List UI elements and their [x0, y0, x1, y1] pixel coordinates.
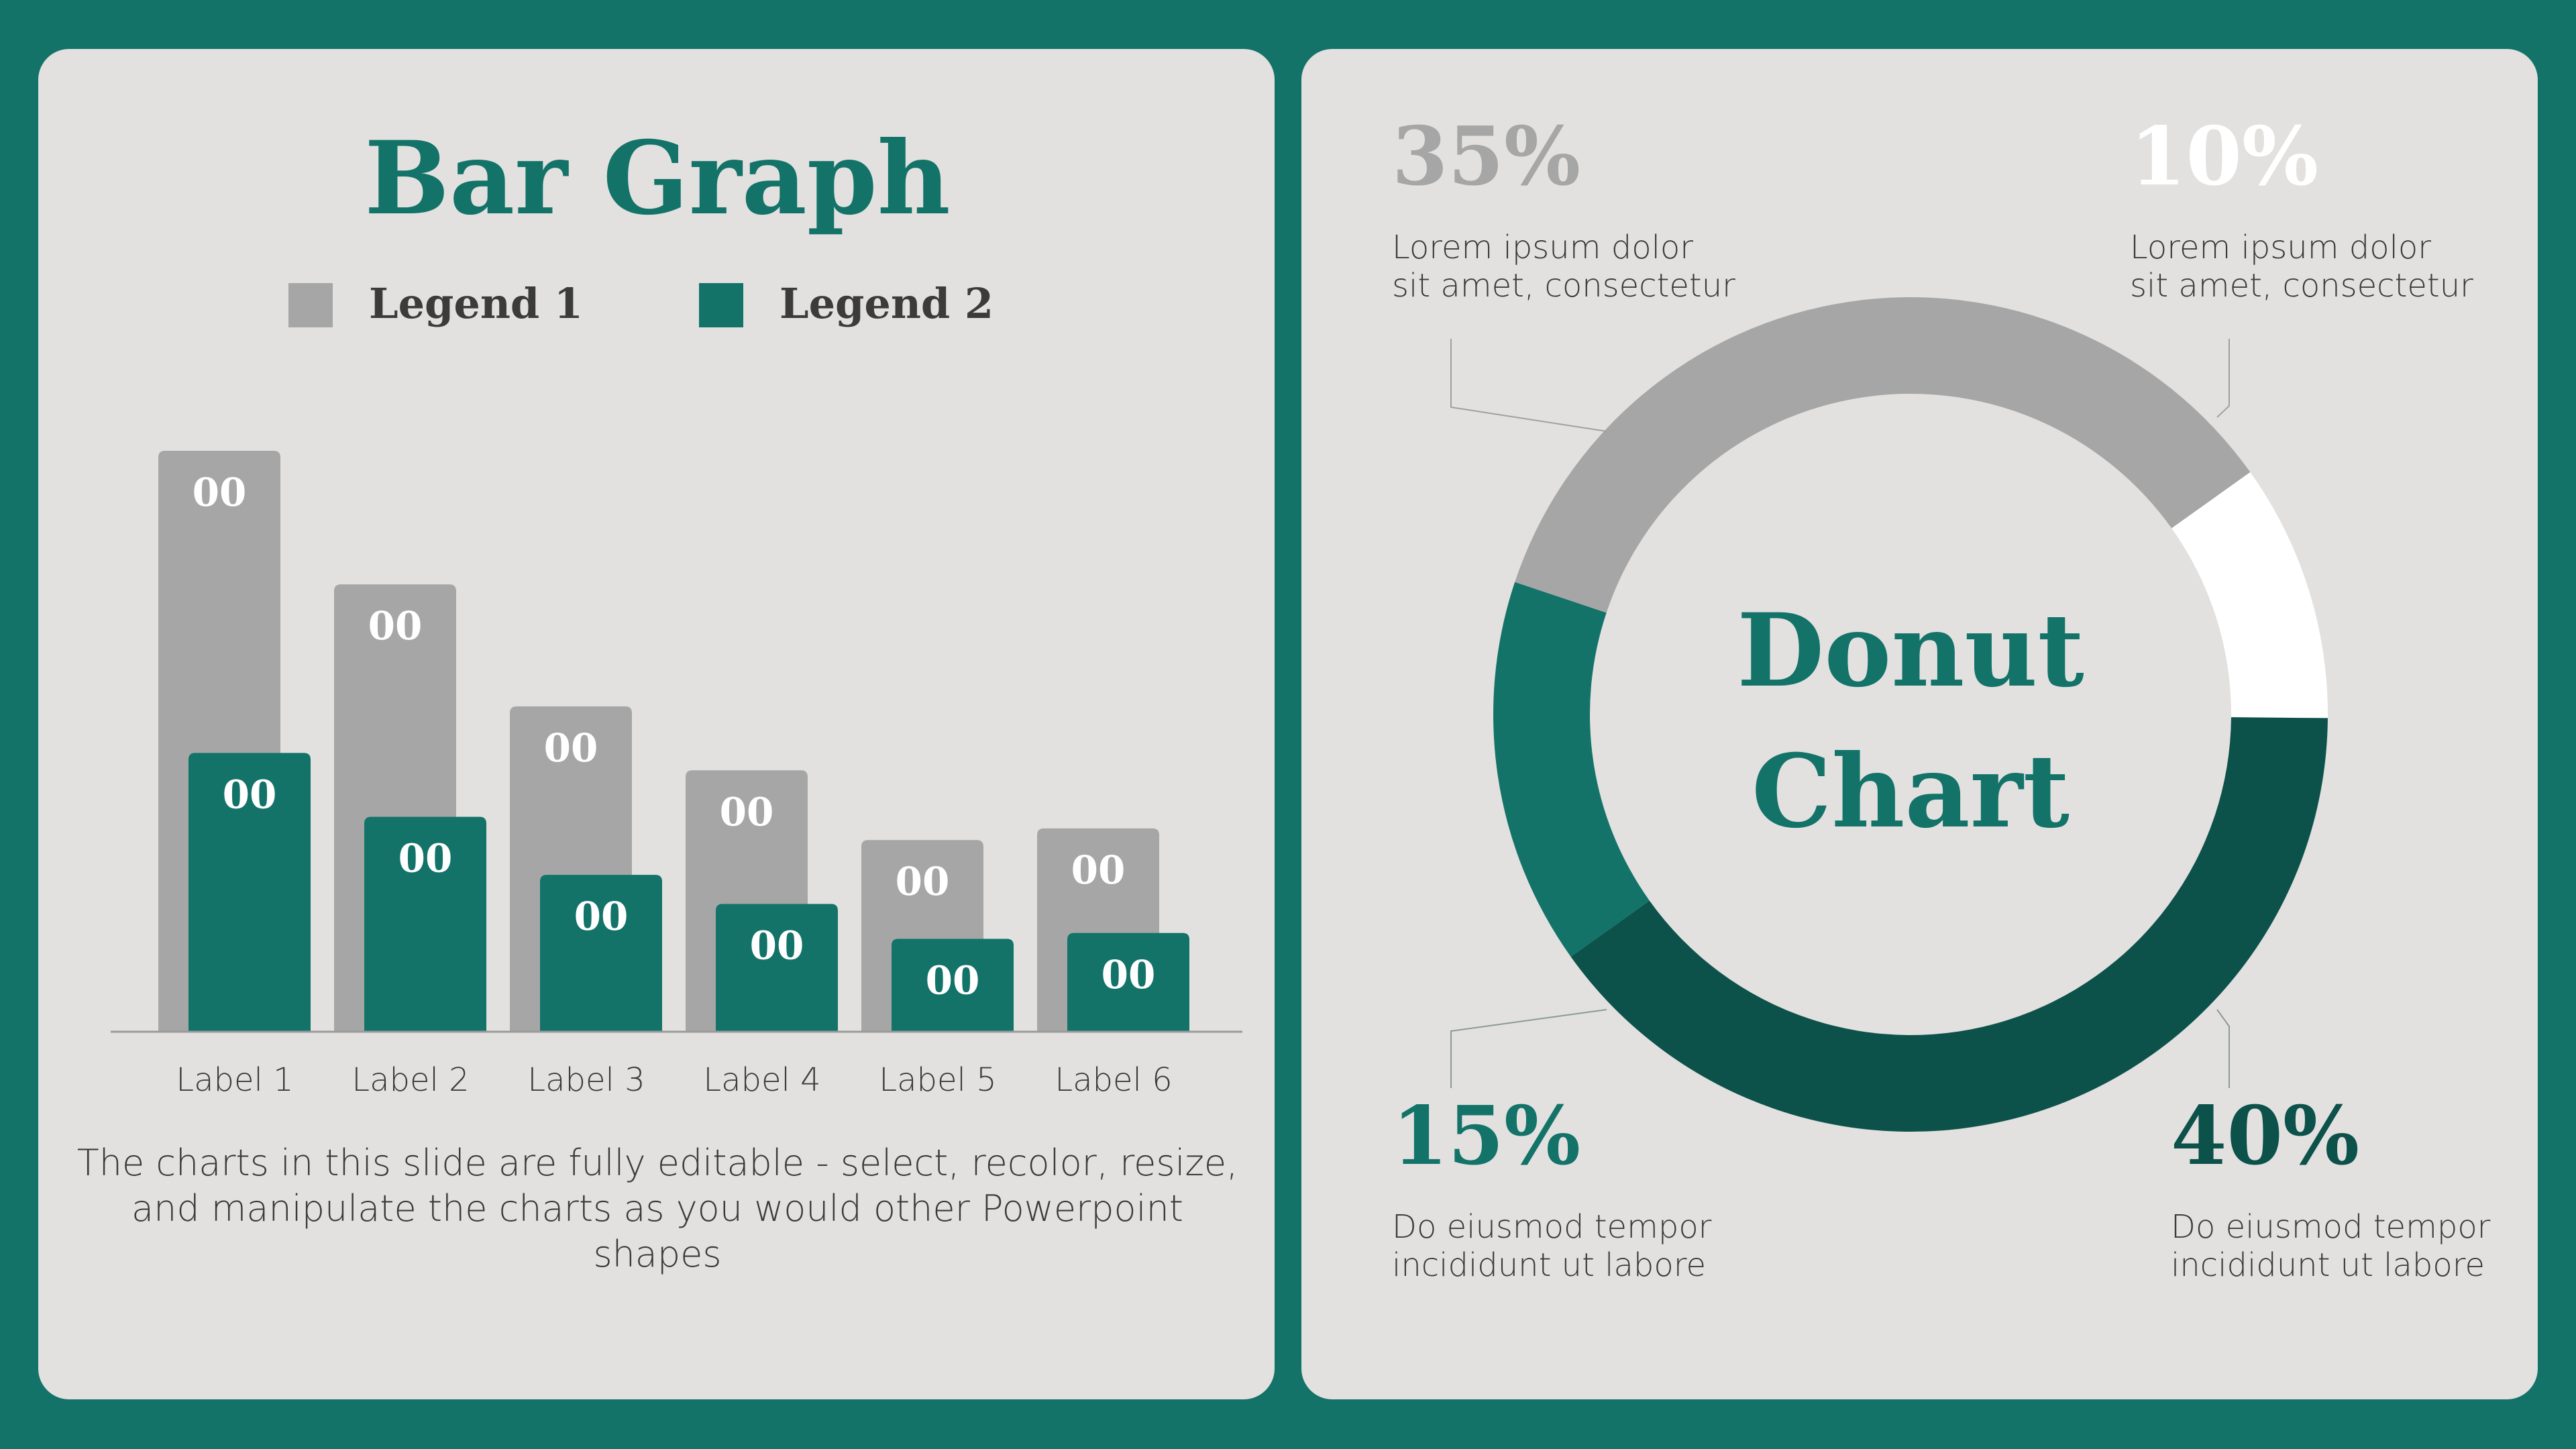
callout-caption: Lorem ipsum dolor	[1392, 229, 1693, 266]
legend-2-swatch	[699, 283, 743, 327]
callout-caption: sit amet, consectetur	[2130, 267, 2473, 305]
donut-slice	[1515, 297, 2251, 613]
bar-value-label: 00	[750, 922, 804, 968]
x-tick-label: Label 6	[1055, 1061, 1172, 1099]
bar-chart: Bar Graph Legend 1 Legend 2 00 00 Label 1 00 00…	[111, 119, 1242, 1099]
bar-value-label: 00	[1071, 847, 1126, 893]
callout-caption: sit amet, consectetur	[1392, 267, 1735, 305]
x-tick-label: Label 4	[703, 1061, 820, 1099]
bar-value-label: 00	[896, 859, 950, 904]
bar-value-label: 00	[926, 957, 980, 1003]
bar-value-label: 00	[544, 725, 598, 771]
callout-caption: Do eiusmod tempor	[1392, 1208, 1712, 1246]
donut-slice	[1493, 582, 1650, 957]
percent-label: 15%	[1392, 1089, 1580, 1183]
bar-value-label: 00	[720, 789, 774, 835]
x-tick-label: Label 2	[352, 1061, 469, 1099]
donut-slice	[2171, 472, 2328, 718]
bar-legend-2	[540, 875, 662, 1032]
percent-label: 10%	[2130, 109, 2318, 204]
bar-legend-2	[189, 753, 311, 1032]
leader-line-15	[1450, 1009, 1607, 1088]
bar-value-label: 00	[193, 470, 247, 515]
leader-line-35	[1450, 339, 1607, 432]
bar-value-label: 00	[398, 836, 453, 881]
x-tick-label: Label 1	[176, 1061, 293, 1099]
bar-legend-2	[364, 816, 486, 1032]
leader-line-10	[2216, 339, 2230, 418]
legend-1-swatch	[288, 283, 333, 327]
callout-caption: incididunt ut labore	[1392, 1246, 1706, 1284]
donut-title-line-2: Chart	[1752, 733, 2070, 851]
callout-caption: incididunt ut labore	[2171, 1246, 2485, 1284]
footnote-text: The charts in this slide are fully edita…	[76, 1142, 1238, 1275]
percent-label: 35%	[1392, 109, 1580, 204]
bar-legend-2	[716, 904, 838, 1032]
callout-caption: Do eiusmod tempor	[2171, 1208, 2491, 1246]
donut-slice	[1570, 717, 2328, 1132]
bar-value-label: 00	[368, 603, 423, 649]
bar-value-label: 00	[574, 894, 629, 939]
donut-title-line-1: Donut	[1737, 592, 2084, 710]
leader-line-40	[2216, 1009, 2230, 1088]
percent-label: 40%	[2171, 1089, 2359, 1183]
bar-value-label: 00	[1102, 952, 1156, 998]
legend-2-label: Legend 2	[780, 279, 994, 328]
chart-title: Bar Graph	[364, 119, 951, 237]
x-tick-label: Label 3	[527, 1061, 645, 1099]
bar-legend-2	[892, 938, 1014, 1032]
callout-caption: Lorem ipsum dolor	[2130, 229, 2431, 266]
bar-value-label: 00	[223, 771, 277, 817]
bar-legend-2	[1067, 932, 1189, 1032]
legend-1-label: Legend 1	[369, 279, 583, 328]
x-tick-label: Label 5	[879, 1061, 996, 1099]
